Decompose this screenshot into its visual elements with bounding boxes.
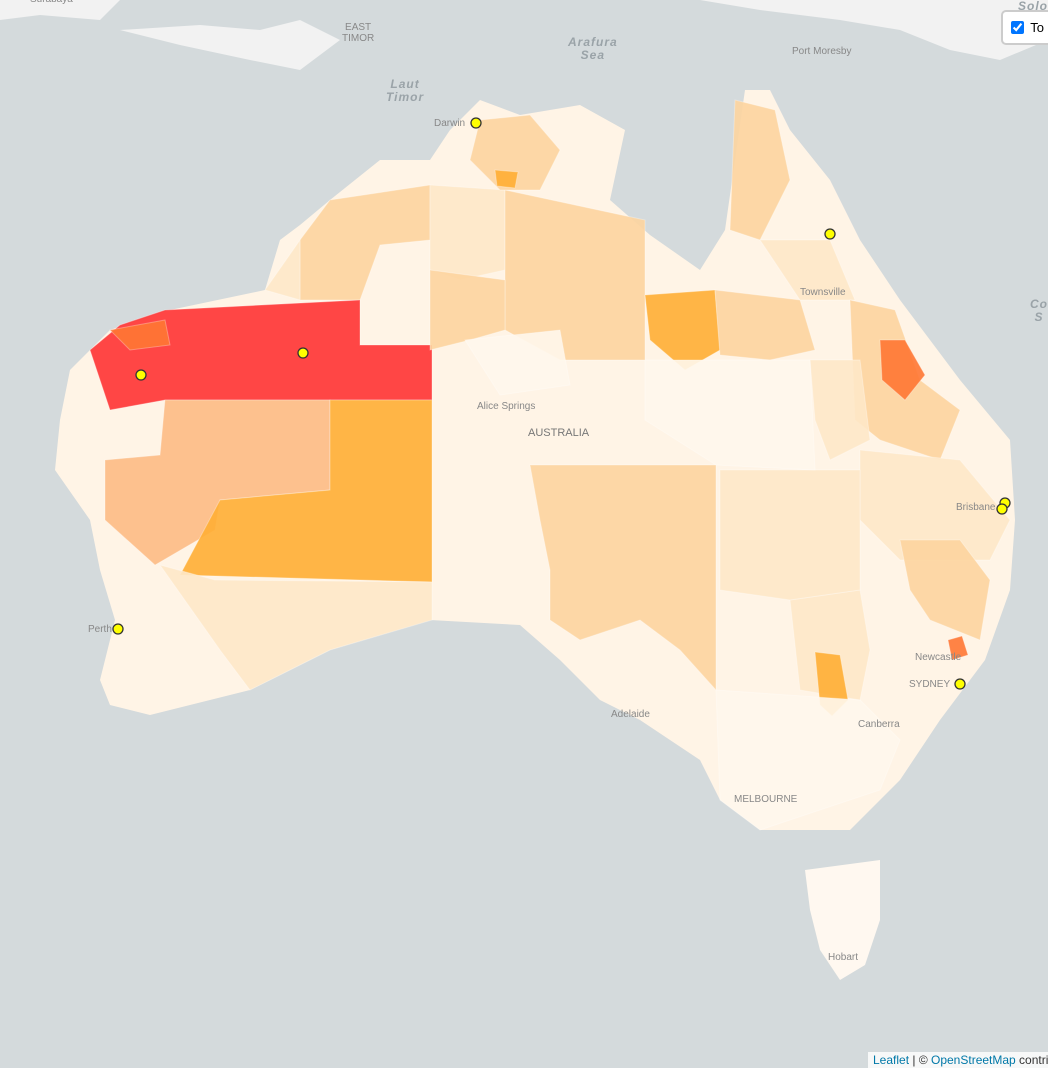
region[interactable] [759, 239, 856, 301]
layer-control[interactable]: To [1001, 10, 1048, 45]
location-marker[interactable] [996, 503, 1008, 515]
region[interactable] [879, 339, 926, 401]
choropleth-regions [89, 99, 1011, 831]
region[interactable] [494, 169, 519, 189]
region[interactable] [715, 689, 901, 831]
place-label-canberra: Canberra [858, 719, 900, 730]
place-label-darwin: Darwin [434, 118, 466, 129]
place-label-hobart: Hobart [828, 952, 859, 963]
place-label-australia: AUSTRALIA [528, 427, 590, 439]
region[interactable] [899, 539, 991, 641]
place-label-melbourne: MELBOURNE [734, 794, 798, 805]
sea-label-arafura-sea: Arafura Sea [568, 35, 618, 62]
place-label-townsville: Townsville [800, 287, 846, 298]
region[interactable] [264, 238, 301, 301]
region[interactable] [719, 469, 861, 601]
region[interactable] [464, 329, 571, 396]
location-marker[interactable] [135, 369, 147, 381]
region[interactable] [108, 319, 171, 351]
location-marker[interactable] [297, 347, 309, 359]
region[interactable] [429, 269, 506, 351]
location-marker[interactable] [954, 678, 966, 690]
place-label-adelaide: Adelaide [611, 709, 650, 720]
sea-label-laut-timor: Laut Timor [386, 77, 425, 104]
location-marker[interactable] [470, 117, 482, 129]
openstreetmap-link[interactable]: OpenStreetMap [931, 1053, 1016, 1067]
region[interactable] [789, 589, 871, 701]
sea-label-coral-sea: Co S [1030, 297, 1048, 324]
tasmania-land [805, 860, 880, 980]
background-land [0, 0, 1048, 70]
location-marker[interactable] [824, 228, 836, 240]
layer-label: To [1030, 20, 1044, 35]
leaflet-link[interactable]: Leaflet [873, 1053, 910, 1067]
location-marker[interactable] [112, 623, 124, 635]
region[interactable] [529, 464, 717, 692]
place-label-sydney: SYDNEY [909, 679, 951, 690]
place-label-brisbane: Brisbane [956, 502, 996, 513]
place-label-port-moresby: Port Moresby [792, 46, 852, 57]
region[interactable] [429, 184, 506, 281]
region[interactable] [158, 564, 433, 691]
region[interactable] [947, 635, 969, 661]
place-label-surabaya: Surabaya [30, 0, 73, 5]
region[interactable] [714, 289, 816, 361]
sea-label-solomon-sea: Solo [1018, 0, 1048, 13]
region[interactable] [89, 299, 433, 411]
region[interactable] [644, 359, 816, 471]
region[interactable] [469, 114, 561, 191]
region[interactable] [809, 359, 871, 461]
markers [112, 117, 1011, 690]
place-label-perth: Perth [88, 624, 112, 635]
region[interactable] [729, 99, 791, 241]
place-label-east-timor: EAST TIMOR [342, 22, 375, 44]
layer-checkbox[interactable] [1011, 21, 1025, 34]
place-label-newcastle: Newcastle [915, 652, 962, 663]
attribution-suffix: contributors [1019, 1053, 1048, 1067]
attribution: Leaflet | © OpenStreetMap contributors [868, 1052, 1048, 1068]
place-label-alice-springs: Alice Springs [477, 401, 536, 412]
attribution-separator: | © [909, 1053, 931, 1067]
